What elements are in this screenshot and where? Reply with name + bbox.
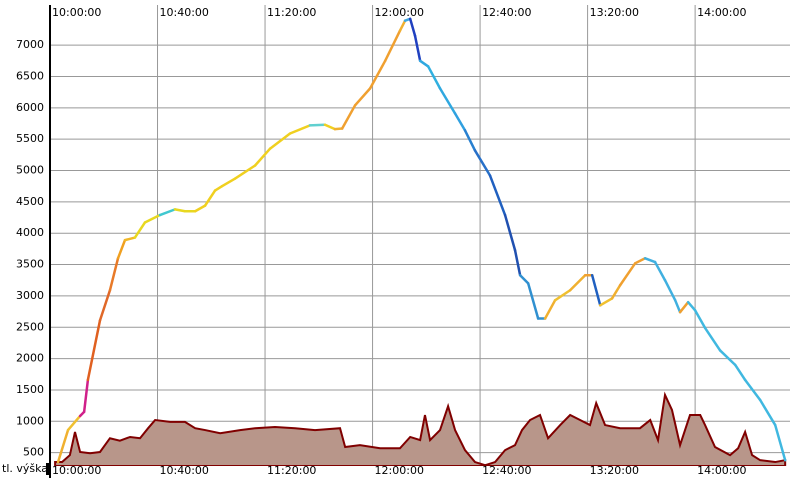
line-segment xyxy=(66,414,82,432)
y-tick-label: 500 xyxy=(23,446,44,459)
line-segment xyxy=(693,309,707,330)
line-segment xyxy=(503,213,517,252)
line-segment xyxy=(743,378,762,402)
line-segment xyxy=(568,273,587,292)
line-segment xyxy=(353,87,372,107)
line-segment xyxy=(718,349,737,367)
line-segment xyxy=(133,221,147,239)
y-tick-label: 6000 xyxy=(16,101,44,114)
line-segment xyxy=(733,363,747,382)
line-segment xyxy=(413,34,422,63)
line-segment xyxy=(56,428,70,464)
y-tick-label: 5000 xyxy=(16,164,44,177)
line-segment xyxy=(193,204,207,213)
y-tick-label: 3000 xyxy=(16,289,44,302)
line-segment xyxy=(308,123,327,127)
line-segment xyxy=(116,238,127,260)
line-segment xyxy=(108,257,120,292)
line-segment xyxy=(340,104,357,130)
line-segment xyxy=(686,300,697,312)
line-segment xyxy=(82,378,90,414)
x-tick-label: 12:00:00 xyxy=(375,6,424,19)
line-segment xyxy=(408,17,417,37)
line-segment xyxy=(653,260,667,282)
line-segment xyxy=(526,282,540,320)
line-segment xyxy=(418,59,430,68)
line-segment xyxy=(158,208,177,217)
x-tick-label: 13:20:00 xyxy=(590,6,639,19)
line-segment xyxy=(543,299,557,320)
y-tick-label: 7000 xyxy=(16,38,44,51)
line-segment xyxy=(590,273,602,307)
y-tick-label: 1500 xyxy=(16,383,44,396)
line-segment xyxy=(426,65,442,90)
legend-background xyxy=(0,461,45,477)
line-segment xyxy=(678,300,690,314)
x-tick-label: 10:40:00 xyxy=(160,464,209,477)
x-tick-label: 10:00:00 xyxy=(52,6,101,19)
line-segment xyxy=(173,208,187,213)
x-tick-label: 12:00:00 xyxy=(375,464,424,477)
legend-swatch xyxy=(46,463,51,475)
line-segment xyxy=(288,124,312,135)
line-segment xyxy=(773,423,787,462)
line-segment xyxy=(123,236,137,242)
x-tick-label: 14:00:00 xyxy=(697,464,746,477)
x-tick-label: 13:20:00 xyxy=(590,464,639,477)
line-segment xyxy=(220,177,237,188)
line-segment xyxy=(513,248,522,277)
line-segment xyxy=(598,297,614,307)
line-segment xyxy=(233,164,257,180)
plot-area xyxy=(54,17,787,466)
y-tick-label: 4500 xyxy=(16,195,44,208)
line-segment xyxy=(383,29,402,63)
line-segment xyxy=(203,189,217,207)
x-tick-label: 10:00:00 xyxy=(52,464,101,477)
line-segment xyxy=(398,19,407,32)
line-segment xyxy=(703,326,722,352)
legend-label: tl. výška xyxy=(2,462,48,475)
y-tick-label: 1000 xyxy=(16,414,44,427)
line-segment xyxy=(618,262,637,287)
line-segment xyxy=(438,87,457,115)
grid xyxy=(49,5,790,466)
line-segment xyxy=(473,149,492,177)
y-tick-label: 2000 xyxy=(16,352,44,365)
y-tick-label: 5500 xyxy=(16,132,44,145)
line-segment xyxy=(323,123,337,131)
line-segment xyxy=(368,59,387,90)
x-tick-label: 12:40:00 xyxy=(482,6,531,19)
x-tick-label: 10:40:00 xyxy=(160,6,209,19)
y-tick-label: 3500 xyxy=(16,258,44,271)
line-segment xyxy=(553,289,572,302)
line-segment xyxy=(633,257,647,265)
line-segment xyxy=(663,278,677,302)
line-segment xyxy=(86,319,102,382)
y-tick-label: 2500 xyxy=(16,320,44,333)
labels: 500 1000 1500 2000 2500 3000 3500 4000 4500 5000 5… xyxy=(0,6,747,477)
line-segment xyxy=(518,273,530,285)
line-segment xyxy=(453,112,467,132)
line-segment xyxy=(488,174,507,217)
x-tick-label: 14:00:00 xyxy=(697,6,746,19)
x-tick-label: 11:20:00 xyxy=(267,6,316,19)
line-segment xyxy=(253,147,272,167)
line-segment xyxy=(98,289,112,322)
line-segment xyxy=(643,257,657,264)
area xyxy=(54,391,787,466)
line-segment xyxy=(610,283,622,300)
x-tick-label: 12:40:00 xyxy=(482,464,531,477)
y-tick-label: 6500 xyxy=(16,69,44,82)
line-segment xyxy=(758,398,777,427)
x-tick-label: 11:20:00 xyxy=(267,464,316,477)
line-segment xyxy=(463,129,477,152)
line-segment xyxy=(268,132,292,150)
line-segment xyxy=(673,299,682,314)
line-segment xyxy=(213,184,224,192)
line-segment xyxy=(143,213,162,224)
y-tick-label: 4000 xyxy=(16,226,44,239)
